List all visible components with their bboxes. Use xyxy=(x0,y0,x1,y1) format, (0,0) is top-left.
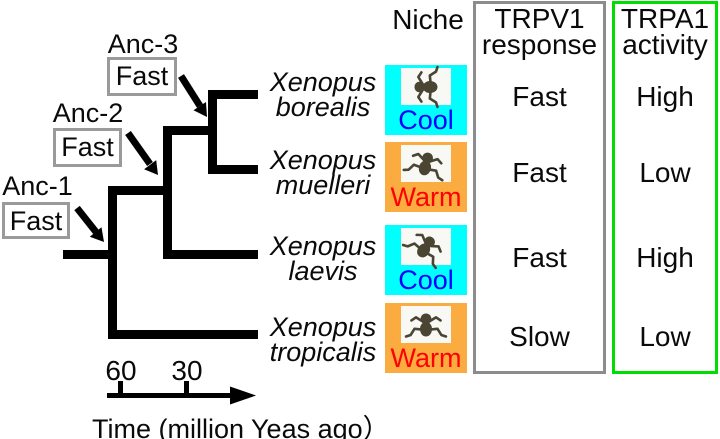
anc2-arrow-head xyxy=(144,160,158,175)
species-epithet: borealis xyxy=(275,92,371,122)
trpa1-column-header: TRPA1 activity xyxy=(615,3,715,60)
species-name-tropicalis: Xenopus tropicalis xyxy=(258,312,388,367)
trpa1-value-borealis: High xyxy=(636,81,694,112)
niche-cell-laevis: Cool xyxy=(385,225,467,295)
species-name-borealis: Xenopus borealis xyxy=(258,67,388,122)
anc1-trait-box: Fast xyxy=(2,202,70,239)
species-epithet: tropicalis xyxy=(269,337,377,367)
anc3-arrow-shaft xyxy=(178,74,203,108)
niche-label: Cool xyxy=(398,265,454,295)
trpv1-value-borealis: Fast xyxy=(512,81,567,112)
time-axis-title: Time (million Yeas ago） xyxy=(92,414,390,439)
species-genus: Xenopus xyxy=(269,231,377,261)
species-genus: Xenopus xyxy=(269,67,377,97)
species-epithet: laevis xyxy=(288,256,358,286)
trpv1-column-box: TRPV1 response Fast Fast Fast Slow xyxy=(473,1,606,374)
anc2-arrow-shaft xyxy=(125,130,153,167)
axis-tick-label-60: 60 xyxy=(105,355,137,386)
anc3-label: Anc-3 xyxy=(107,29,179,59)
species-name-laevis: Xenopus laevis xyxy=(258,231,388,286)
niche-cell-tropicalis: Warm xyxy=(385,303,467,373)
frog-photo xyxy=(401,145,451,182)
trpa1-value-muelleri: Low xyxy=(639,157,691,188)
trpa1-header-line1: TRPA1 xyxy=(620,3,710,34)
trpv1-value-muelleri: Fast xyxy=(512,157,567,188)
species-epithet: muelleri xyxy=(275,170,371,200)
anc2-label: Anc-2 xyxy=(52,98,124,128)
species-genus: Xenopus xyxy=(269,312,377,342)
frog-photo xyxy=(401,228,451,265)
anc3-arrow-head xyxy=(193,102,207,117)
trpv1-value-laevis: Fast xyxy=(512,242,567,273)
anc3-trait-box: Fast xyxy=(107,57,177,96)
time-axis-arrow-head xyxy=(230,386,256,405)
trpa1-value-tropicalis: Low xyxy=(639,321,691,352)
trpv1-header-line1: TRPV1 xyxy=(494,3,585,34)
species-genus: Xenopus xyxy=(269,145,377,175)
anc2-trait-box: Fast xyxy=(53,128,122,167)
trpa1-header-line2: activity xyxy=(622,29,708,60)
anc1-arrow-shaft xyxy=(74,205,99,235)
trpv1-column-header: TRPV1 response xyxy=(476,3,603,60)
frog-icon xyxy=(403,308,449,342)
frog-icon xyxy=(399,141,452,186)
niche-cell-muelleri: Warm xyxy=(385,142,467,212)
trpa1-value-laevis: High xyxy=(636,242,694,273)
trpv1-value-tropicalis: Slow xyxy=(509,321,570,352)
frog-photo xyxy=(401,68,451,105)
frog-photo xyxy=(401,306,451,343)
trpa1-column-box: TRPA1 activity High Low High Low xyxy=(612,1,718,374)
niche-label: Cool xyxy=(398,105,454,135)
niche-label: Warm xyxy=(390,182,462,212)
anc1-arrow-head xyxy=(89,227,104,242)
niche-label: Warm xyxy=(390,343,462,373)
niche-cell-borealis: Cool xyxy=(385,65,467,135)
axis-tick-label-30: 30 xyxy=(171,355,203,386)
species-name-muelleri: Xenopus muelleri xyxy=(258,145,388,200)
frog-icon xyxy=(409,64,443,110)
trpv1-header-line2: response xyxy=(481,29,598,60)
niche-column-header: Niche xyxy=(392,4,464,35)
anc1-label: Anc-1 xyxy=(2,171,73,201)
